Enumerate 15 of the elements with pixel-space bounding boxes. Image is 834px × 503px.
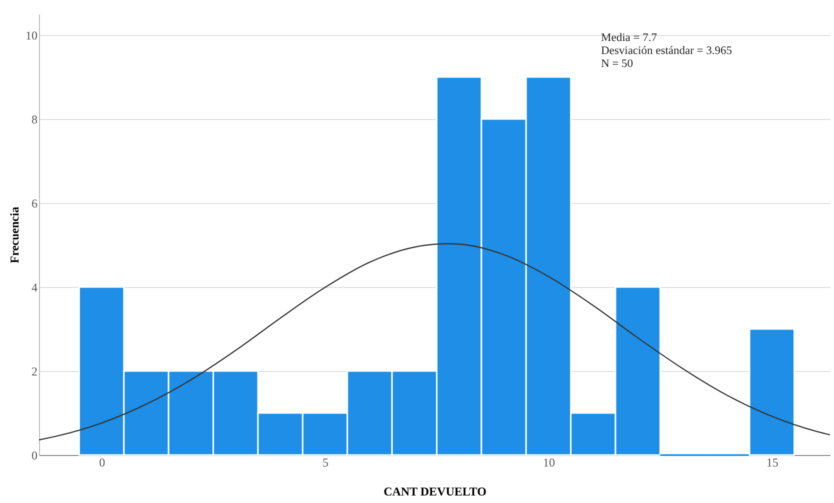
x-tick-label: 15 — [766, 456, 778, 470]
annotation: N = 50 — [601, 58, 634, 70]
annotation: Media = 7.7 — [601, 32, 658, 44]
x-axis-title: CANT DEVUELTO — [384, 484, 486, 498]
x-tick-label: 10 — [542, 456, 555, 470]
y-axis-title: Frecuencia — [8, 206, 22, 264]
y-tick-label: 8 — [32, 112, 38, 126]
y-tick-label: 10 — [26, 28, 38, 42]
y-tick-label: 4 — [32, 280, 38, 294]
x-tick-label: 5 — [322, 456, 329, 470]
x-tick-label: 0 — [99, 456, 106, 470]
annotation: Desviación estándar = 3.965 — [601, 45, 732, 57]
y-tick-label: 6 — [32, 196, 38, 210]
y-tick-label: 2 — [32, 364, 38, 378]
line-series — [39, 243, 830, 440]
